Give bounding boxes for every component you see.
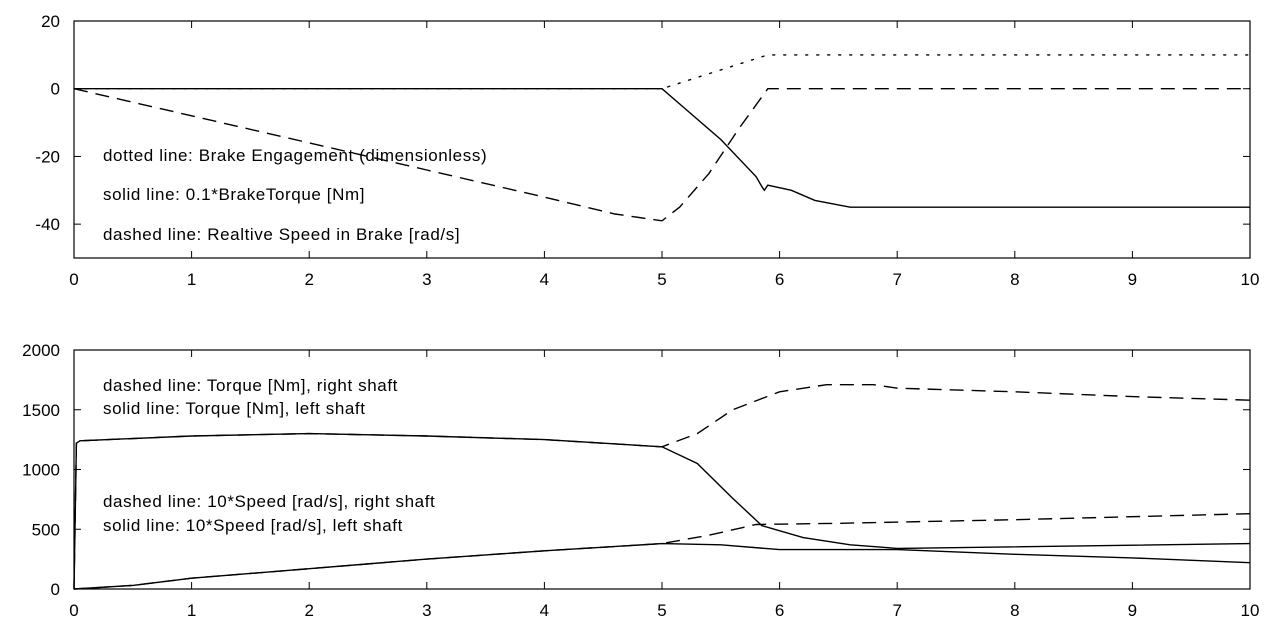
bottom-series-solid-line-1 [73,432,1251,590]
annotation-brake-engagement: dotted line: Brake Engagement (dimension… [103,146,487,165]
top-y-tick-label: 20 [41,12,60,31]
top-y-tick-label: 0 [51,80,60,99]
top-series-dotted-line-0 [73,54,1251,90]
bottom-y-tick-label: 1500 [22,401,60,420]
bottom-y-tick-label: 0 [51,580,60,599]
annotation-relative-speed: dashed line: Realtive Speed in Brake [ra… [103,225,460,244]
top-x-tick-label: 6 [775,270,784,289]
bottom-x-tick-label: 6 [775,601,784,620]
bottom-y-tick-label: 1000 [22,461,60,480]
top-y-tick-label: -40 [35,215,60,234]
annotation-speed-right-shaft: dashed line: 10*Speed [rad/s], right sha… [103,492,435,511]
bottom-x-tick-label: 3 [422,601,431,620]
top-chart-annotations: dotted line: Brake Engagement (dimension… [103,146,487,244]
top-x-tick-label: 2 [304,270,313,289]
top-series-solid-line-1 [74,87,1250,208]
top-chart-axes-frame [73,20,1251,259]
bottom-y-tick-label: 500 [32,520,60,539]
top-x-tick-label: 1 [187,270,196,289]
bottom-y-tick-label: 2000 [22,341,60,360]
top-x-tick-label: 0 [69,270,78,289]
bottom-chart-shafts: 0 1 2 3 4 5 6 7 8 9 10 0 500 1000 1500 2000 dashed line… [22,341,1259,620]
annotation-speed-left-shaft: solid line: 10*Speed [rad/s], left shaft [103,516,403,535]
bottom-chart-ticks: 0 1 2 3 4 5 6 7 8 9 10 0 500 1000 1500 2000 [22,341,1259,620]
bottom-x-tick-label: 0 [69,601,78,620]
bottom-x-tick-label: 5 [657,601,666,620]
top-x-tick-label: 9 [1128,270,1137,289]
bottom-x-tick-label: 8 [1010,601,1019,620]
top-chart-series [73,54,1251,222]
top-x-tick-label: 7 [892,270,901,289]
top-chart-brake: 0 1 2 3 4 5 6 7 8 9 10 -40 -20 0 20 dotted line: Brake… [35,12,1259,289]
top-x-tick-label: 5 [657,270,666,289]
annotation-torque-right-shaft: dashed line: Torque [Nm], right shaft [103,376,398,395]
bottom-x-tick-label: 7 [892,601,901,620]
top-chart-ticks: 0 1 2 3 4 5 6 7 8 9 10 -40 -20 0 20 [35,12,1259,289]
top-series-dashed-line-2 [73,87,1250,222]
top-y-tick-label: -20 [35,147,60,166]
annotation-brake-torque: solid line: 0.1*BrakeTorque [Nm] [103,185,365,204]
top-x-tick-label: 8 [1010,270,1019,289]
bottom-chart-series [73,384,1251,590]
bottom-x-tick-label: 2 [304,601,313,620]
bottom-series-solid-line-3 [73,542,1251,590]
bottom-x-tick-label: 10 [1241,601,1260,620]
bottom-x-tick-label: 9 [1128,601,1137,620]
bottom-x-tick-label: 4 [540,601,549,620]
top-x-tick-label: 3 [422,270,431,289]
bottom-chart-annotations: dashed line: Torque [Nm], right shaft so… [103,376,435,535]
annotation-torque-left-shaft: solid line: Torque [Nm], left shaft [103,399,366,418]
top-x-tick-label: 10 [1241,270,1260,289]
bottom-x-tick-label: 1 [187,601,196,620]
top-x-tick-label: 4 [540,270,549,289]
